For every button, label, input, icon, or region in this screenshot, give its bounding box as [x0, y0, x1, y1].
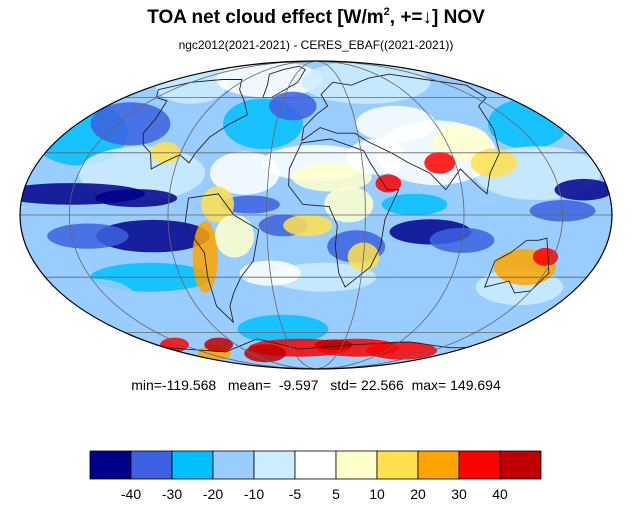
coastlines [142, 65, 550, 353]
field-patch [215, 214, 255, 258]
graticule [20, 60, 612, 370]
colorbar-tick-label: 40 [492, 486, 508, 502]
field-patch [47, 223, 129, 249]
colorbar-swatch [253, 450, 296, 480]
coastline-path [483, 237, 550, 294]
field-patch [269, 91, 317, 121]
field-patch [375, 174, 402, 193]
field-patch [90, 102, 171, 146]
colorbar-swatch [417, 450, 460, 480]
chart-title: TOA net cloud effect [W/m2, +=↓] NOV [0, 6, 632, 29]
coastline-path [142, 79, 248, 170]
colorbar-tick-label: -30 [162, 486, 182, 502]
field-patch [532, 247, 559, 266]
colorbar: -40 -30 -20 -10 -5 5 10 20 30 40 [89, 450, 542, 502]
graticule-meridian [167, 60, 317, 370]
field-patch [374, 269, 491, 306]
field-patch [244, 344, 287, 363]
graticule-meridian [68, 60, 317, 370]
field-patch [470, 148, 518, 178]
colorbar-tick-label: -20 [203, 486, 223, 502]
field-patch [424, 152, 456, 174]
stat-std-label: std= [330, 377, 358, 393]
field-patch [283, 214, 333, 237]
colorbar-swatch [335, 450, 378, 480]
field-patch [336, 316, 473, 342]
coastline-path [184, 193, 260, 324]
colorbar-swatch [212, 450, 255, 480]
chart-subtitle: ngc2012(2021-2021) - CERES_EBAF((2021-20… [178, 38, 454, 52]
field-patch [324, 186, 374, 223]
field-patch [292, 162, 372, 192]
mollweide-map [19, 60, 613, 370]
colorbar-swatch [130, 450, 173, 480]
stat-min: -119.568 [161, 377, 217, 393]
field-patch [51, 278, 135, 315]
colorbar-tick-label: 10 [369, 486, 385, 502]
field-patch [216, 61, 323, 98]
colorbar-tick-label: 5 [332, 486, 340, 502]
graticule-meridian [266, 60, 317, 370]
graticule-meridian [315, 60, 465, 370]
stat-std: 22.566 [361, 377, 404, 393]
title-tail: , +=↓] NOV [389, 7, 485, 28]
stat-mean: -9.597 [278, 377, 319, 393]
field-patch [432, 124, 491, 161]
field-patch [381, 193, 448, 216]
field-patch [488, 98, 568, 149]
graticule-meridian [315, 60, 564, 370]
stat-max-label: max= [411, 377, 447, 393]
coastline-path [288, 138, 400, 288]
field-patch [96, 219, 211, 253]
field-patch [204, 337, 234, 352]
stat-max: 149.694 [450, 377, 501, 393]
colorbar-tick-label: -40 [121, 486, 141, 502]
field-patch [554, 178, 612, 201]
stat-min-label: min= [131, 377, 162, 393]
colorbar-tick-label: 20 [410, 486, 426, 502]
colorbar-swatch [171, 450, 214, 480]
colorbar-swatch [89, 450, 132, 480]
statistics-line: min=-119.568 mean= -9.597 std= 22.566 ma… [0, 377, 632, 393]
colorbar-swatch [458, 450, 501, 480]
colorbar-tick-label: -5 [289, 486, 302, 502]
colorbar-swatch [376, 450, 419, 480]
colorbar-labels: -40 -30 -20 -10 -5 5 10 20 30 40 [121, 486, 508, 502]
colorbar-tick-label: -10 [244, 486, 264, 502]
colorbar-boxes [89, 450, 542, 480]
colorbar-swatch [499, 450, 542, 480]
coastline-path [262, 65, 306, 99]
colorbar-swatch [294, 450, 337, 480]
field-patch [220, 195, 280, 214]
field-patch [355, 105, 436, 142]
title-superscript: 2 [383, 6, 390, 18]
colorbar-tick-label: 30 [451, 486, 467, 502]
field-patch [115, 314, 230, 344]
stat-mean-label: mean= [227, 377, 272, 393]
field-patch [95, 189, 178, 208]
title-main: TOA net cloud effect [W/m [147, 7, 384, 28]
coastline-path [301, 73, 500, 195]
map-outline [19, 60, 613, 370]
graticule-meridian [315, 60, 366, 370]
